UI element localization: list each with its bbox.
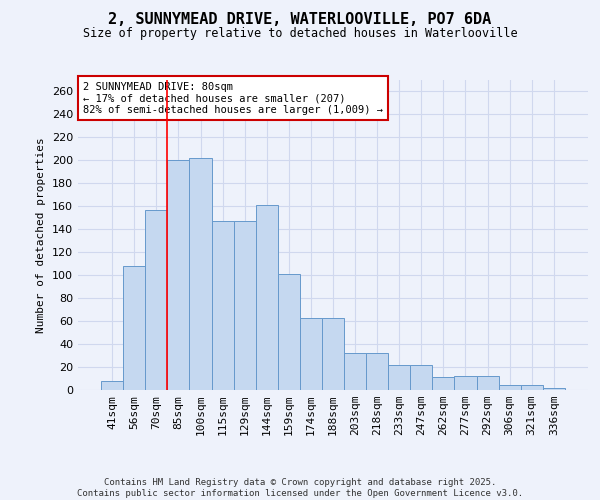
Text: Contains HM Land Registry data © Crown copyright and database right 2025.
Contai: Contains HM Land Registry data © Crown c… — [77, 478, 523, 498]
Bar — [101, 381, 123, 390]
Bar — [167, 160, 190, 390]
Bar — [388, 364, 410, 390]
Bar — [476, 376, 499, 390]
Bar — [212, 221, 233, 390]
Bar — [123, 266, 145, 390]
Bar — [433, 378, 454, 390]
Bar — [410, 364, 433, 390]
Bar — [256, 205, 278, 390]
Text: 2, SUNNYMEAD DRIVE, WATERLOOVILLE, PO7 6DA: 2, SUNNYMEAD DRIVE, WATERLOOVILLE, PO7 6… — [109, 12, 491, 28]
Bar — [145, 210, 167, 390]
Bar — [366, 354, 388, 390]
Bar — [278, 274, 300, 390]
Bar — [190, 158, 212, 390]
Bar — [499, 386, 521, 390]
Text: 2 SUNNYMEAD DRIVE: 80sqm
← 17% of detached houses are smaller (207)
82% of semi-: 2 SUNNYMEAD DRIVE: 80sqm ← 17% of detach… — [83, 82, 383, 115]
Bar — [521, 386, 543, 390]
Text: Size of property relative to detached houses in Waterlooville: Size of property relative to detached ho… — [83, 28, 517, 40]
Bar — [233, 221, 256, 390]
Bar — [344, 354, 366, 390]
Bar — [322, 318, 344, 390]
Bar — [543, 388, 565, 390]
Bar — [300, 318, 322, 390]
Bar — [454, 376, 476, 390]
Y-axis label: Number of detached properties: Number of detached properties — [37, 137, 46, 333]
